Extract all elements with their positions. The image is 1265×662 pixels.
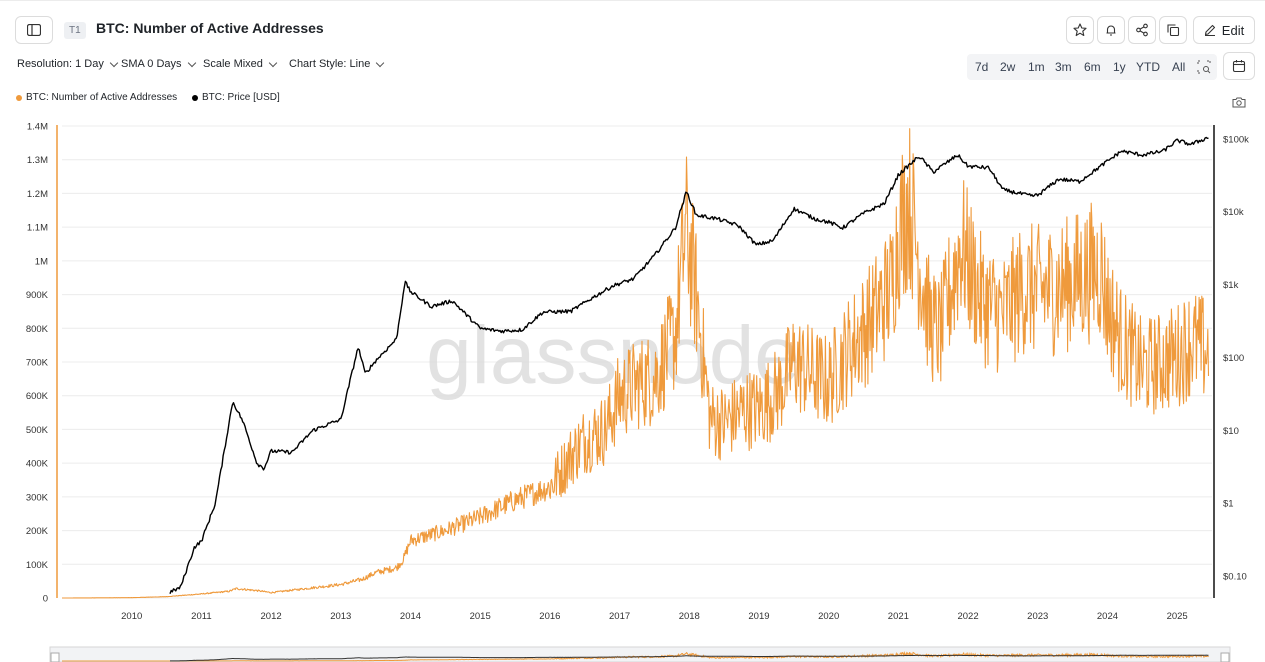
top-border <box>0 0 1265 4</box>
y-left-tick-label: 1.4M <box>27 122 48 133</box>
left-axis: 0 100K 200K 300K 400K 500K 600K 700K 800K 900K 1M 1… <box>26 122 49 605</box>
edit-label: Edit <box>1221 22 1245 38</box>
share-icon <box>1136 23 1148 37</box>
y-left-tick-label: 100K <box>26 560 49 571</box>
legend-label-addresses: BTC: Number of Active Addresses <box>26 92 178 103</box>
scale-label: Scale Mixed <box>203 58 263 70</box>
y-left-tick-label: 1.3M <box>27 155 48 166</box>
pencil-icon <box>1204 24 1215 36</box>
star-icon <box>1073 23 1087 37</box>
chart-style-label: Chart Style: Line <box>289 58 371 70</box>
grid-lines <box>62 125 1212 599</box>
y-right-tick-label: $0.10 <box>1223 572 1247 583</box>
chart-header: T1 BTC: Number of Active Addresses Edit <box>0 12 1265 48</box>
series-line-price <box>169 136 1209 594</box>
page-title: BTC: Number of Active Addresses <box>96 20 324 36</box>
calendar-icon <box>1232 60 1246 73</box>
date-picker-button[interactable] <box>1223 52 1255 80</box>
x-tick-label: 2013 <box>330 611 351 622</box>
y-left-tick-label: 800K <box>26 324 49 335</box>
sidebar-toggle-button[interactable] <box>15 16 53 44</box>
x-tick-label: 2012 <box>261 611 282 622</box>
watermark: glassnode <box>426 310 800 401</box>
navigator-track <box>49 646 1231 662</box>
range-1m-button[interactable]: 1m <box>1028 60 1045 74</box>
navigator-handle-right[interactable] <box>1220 652 1230 662</box>
navigator-price-line <box>170 654 1209 662</box>
edit-button[interactable]: Edit <box>1193 16 1255 44</box>
legend-item-price[interactable]: BTC: Price [USD] <box>192 92 280 103</box>
x-tick-label: 2021 <box>888 611 909 622</box>
x-tick-label: 2019 <box>748 611 769 622</box>
x-tick-label: 2023 <box>1027 611 1048 622</box>
y-right-tick-label: $10k <box>1223 207 1244 218</box>
x-tick-label: 2022 <box>957 611 978 622</box>
navigator-handle-left[interactable] <box>50 652 60 662</box>
right-axis: $0.10 $1 $10 $100 $1k $10k $100k <box>1223 134 1249 582</box>
legend-swatch-addresses <box>16 94 22 101</box>
legend-swatch-price <box>192 94 198 101</box>
range-6m-button[interactable]: 6m <box>1084 60 1101 74</box>
resolution-select[interactable]: Resolution: 1 Day <box>17 58 119 70</box>
range-selector: 7d 2w 1m 3m 6m 1y YTD All <box>967 54 1217 80</box>
chart-tag: T1 <box>64 22 86 39</box>
sidebar-icon <box>27 24 41 36</box>
y-right-tick-label: $100 <box>1223 353 1244 364</box>
x-tick-label: 2017 <box>609 611 630 622</box>
favorite-button[interactable] <box>1066 16 1094 44</box>
y-left-tick-label: 1.1M <box>27 223 48 234</box>
x-tick-label: 2010 <box>121 611 142 622</box>
y-left-tick-label: 900K <box>26 290 49 301</box>
y-right-tick-label: $1 <box>1223 499 1234 510</box>
share-button[interactable] <box>1128 16 1156 44</box>
range-ytd-button[interactable]: YTD <box>1136 60 1160 74</box>
chart-style-select[interactable]: Chart Style: Line <box>289 58 385 70</box>
bell-icon <box>1106 25 1116 36</box>
x-tick-label: 2011 <box>191 611 211 622</box>
camera-icon[interactable] <box>1232 96 1246 108</box>
copy-icon <box>1167 24 1180 37</box>
y-right-tick-label: $1k <box>1223 280 1239 291</box>
range-all-button[interactable]: All <box>1172 60 1186 74</box>
x-tick-label: 2024 <box>1097 611 1118 622</box>
series-line-active-addresses <box>62 128 1210 599</box>
resolution-label: Resolution: 1 Day <box>17 58 104 70</box>
x-tick-label: 2016 <box>539 611 560 622</box>
y-left-tick-label: 700K <box>26 358 49 369</box>
x-tick-label: 2015 <box>470 611 491 622</box>
range-navigator[interactable] <box>49 646 1231 662</box>
x-tick-label: 2014 <box>400 611 421 622</box>
range-3m-button[interactable]: 3m <box>1055 60 1072 74</box>
y-left-tick-label: 0 <box>43 594 48 605</box>
y-left-tick-label: 500K <box>26 425 49 436</box>
legend-item-addresses[interactable]: BTC: Number of Active Addresses <box>16 92 177 103</box>
chart-toolbar: Resolution: 1 Day SMA 0 Days Scale Mixed… <box>0 58 960 78</box>
range-7d-button[interactable]: 7d <box>975 60 989 74</box>
zoom-select-icon[interactable] <box>1197 60 1211 74</box>
alert-button[interactable] <box>1097 16 1125 44</box>
y-left-tick-label: 300K <box>26 492 49 503</box>
y-right-tick-label: $10 <box>1223 426 1239 437</box>
range-2w-button[interactable]: 2w <box>1000 60 1016 74</box>
x-tick-label: 2018 <box>679 611 700 622</box>
y-left-tick-label: 600K <box>26 391 49 402</box>
y-left-tick-label: 1.2M <box>27 189 48 200</box>
x-tick-label: 2020 <box>818 611 839 622</box>
y-left-tick-label: 400K <box>26 459 49 470</box>
y-left-tick-label: 1M <box>35 256 48 267</box>
y-right-tick-label: $100k <box>1223 134 1249 145</box>
x-axis: 2010 2011 2012 2013 2014 2015 2016 2017 2018 2019… <box>121 611 1188 622</box>
duplicate-button[interactable] <box>1159 16 1187 44</box>
range-1y-button[interactable]: 1y <box>1113 60 1126 74</box>
legend-label-price: BTC: Price [USD] <box>202 92 280 103</box>
scale-select[interactable]: Scale Mixed <box>203 58 278 70</box>
sma-select[interactable]: SMA 0 Days <box>121 58 196 70</box>
sma-label: SMA 0 Days <box>121 58 182 70</box>
x-tick-label: 2025 <box>1167 611 1188 622</box>
y-left-tick-label: 200K <box>26 526 49 537</box>
